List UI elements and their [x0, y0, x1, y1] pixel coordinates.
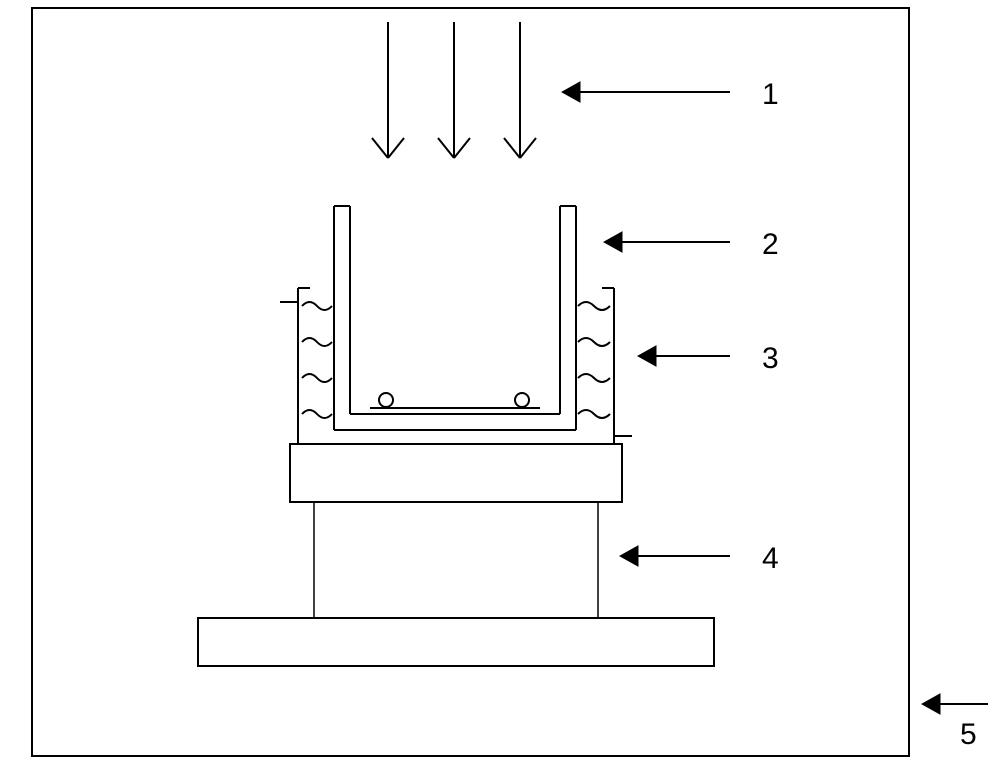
diagram-canvas: 1 2 3 4 5: [0, 0, 1000, 766]
callout-label-2: 2: [762, 228, 779, 262]
diagram-svg: [0, 0, 1000, 766]
callout-label-4: 4: [762, 542, 779, 576]
callout-label-3: 3: [762, 342, 779, 376]
callout-label-1: 1: [762, 78, 779, 112]
callout-label-5: 5: [960, 718, 977, 752]
